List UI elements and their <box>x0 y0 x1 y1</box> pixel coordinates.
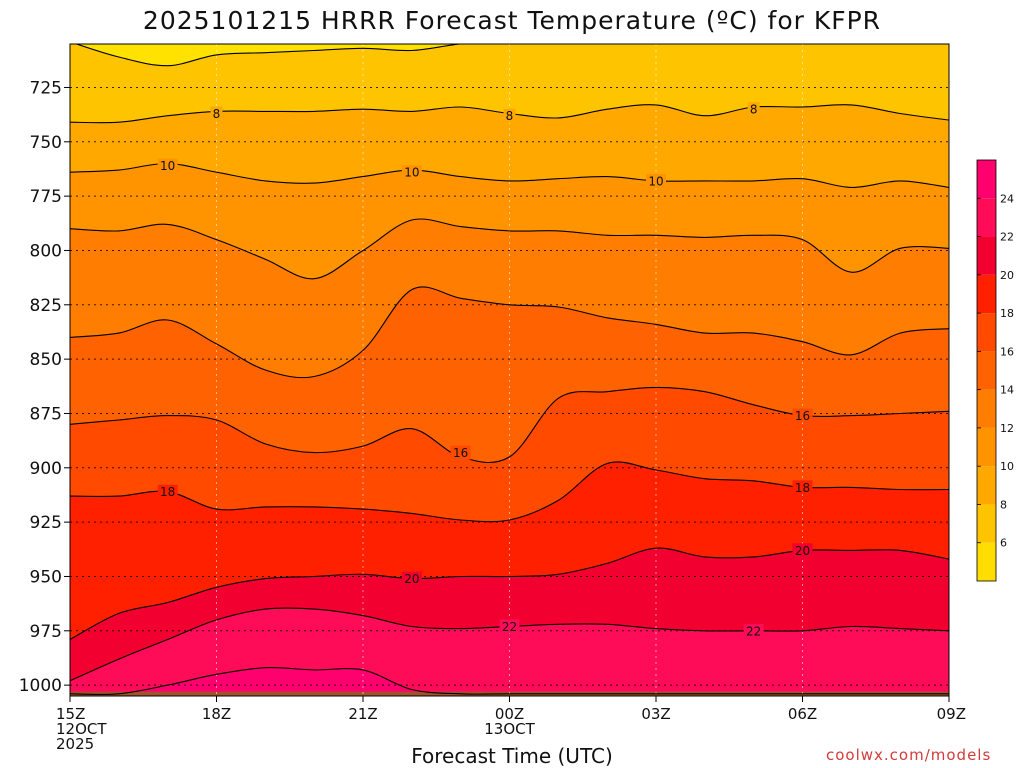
contour-label-bg-0 <box>210 106 223 121</box>
colorbar: 6 8 10 12 14 16 18 20 22 24 <box>976 159 1014 582</box>
contour-label-10: 10 <box>160 159 175 173</box>
colorbar-swatch-10 <box>977 427 996 467</box>
colorbar-label-8: 8 <box>1000 498 1007 511</box>
colorbar-swatch-22 <box>977 198 996 237</box>
axes: 725 750 775 800 825 850 875 900 925 950 975 1000 15Z… <box>19 78 966 753</box>
band-above-24 <box>70 667 949 696</box>
contour-label-bg-2 <box>747 102 760 117</box>
contour-label-20: 20 <box>795 544 810 558</box>
colorbar-swatch-8 <box>977 466 996 505</box>
contour-label-bg-8 <box>157 484 178 499</box>
colorbar-swatch-20 <box>977 236 996 275</box>
colorbar-label-6: 6 <box>1000 537 1007 550</box>
colorbar-label-18: 18 <box>1000 307 1014 320</box>
x-tick-label-18-0: 09Z <box>937 705 966 723</box>
contour-label-16: 16 <box>795 409 810 423</box>
y-tick-label-825: 825 <box>30 296 62 316</box>
x-tick-label-15-0: 06Z <box>788 705 817 723</box>
colorbar-swatch-16 <box>977 313 996 352</box>
contour-label-bg-11 <box>792 543 813 558</box>
contour-label-10: 10 <box>404 166 419 180</box>
y-tick-label-725: 725 <box>30 78 62 98</box>
contour-label-bg-1 <box>503 108 516 123</box>
y-tick-label-875: 875 <box>30 404 62 424</box>
y-tick-label-800: 800 <box>30 241 62 261</box>
contour-label-bg-7 <box>792 408 813 423</box>
contour-label-8: 8 <box>506 109 514 123</box>
isotherm-14 <box>70 286 949 379</box>
x-tick-label-12-0: 03Z <box>641 705 670 723</box>
y-tick-label-1000: 1000 <box>19 676 62 696</box>
colorbar-swatch-14 <box>977 351 996 390</box>
contour-label-bg-10 <box>401 571 422 586</box>
colorbar-label-16: 16 <box>1000 345 1014 358</box>
colorbar-label-24: 24 <box>1000 192 1014 205</box>
x-tick-label-3-0: 18Z <box>202 705 231 723</box>
isotherm-10 <box>70 162 949 188</box>
chart-title: 2025101215 HRRR Forecast Temperature (ºC… <box>142 6 882 35</box>
isotherm-6 <box>74 44 468 67</box>
contour-label-18: 18 <box>795 481 810 495</box>
y-tick-label-950: 950 <box>30 567 62 587</box>
contour-label-bg-5 <box>646 173 666 188</box>
colorbar-swatch-24 <box>977 160 996 199</box>
contour-label-22: 22 <box>746 624 761 638</box>
contour-label-20: 20 <box>404 572 419 586</box>
y-tick-label-975: 975 <box>30 622 62 642</box>
colorbar-label-20: 20 <box>1000 269 1014 282</box>
colorbar-swatch-18 <box>977 274 996 314</box>
contour-label-bg-12 <box>499 619 520 634</box>
contour-label-22: 22 <box>502 620 517 634</box>
colorbar-frame <box>976 159 997 582</box>
contour-label-bg-6 <box>450 445 471 460</box>
y-tick-label-900: 900 <box>30 459 62 479</box>
x-tick-label-0-2: 2025 <box>56 735 94 753</box>
contour-label-18: 18 <box>160 485 175 499</box>
contour-label-bg-4 <box>401 165 422 180</box>
plot-area <box>70 44 949 696</box>
y-tick-label-775: 775 <box>30 187 62 207</box>
x-tick-label-0-1: 12OCT <box>56 720 107 738</box>
contour-label-bg-3 <box>157 158 178 173</box>
contour-labels: 8 8 8 10 10 10 16 16 18 18 20 20 22 22 <box>157 102 813 638</box>
contour-label-8: 8 <box>750 103 758 117</box>
contour-label-10: 10 <box>648 174 663 188</box>
y-tick-label-750: 750 <box>30 133 62 153</box>
colorbar-swatch-12 <box>977 389 996 428</box>
isotherm-24 <box>70 667 949 696</box>
colorbar-swatch-4 <box>977 542 996 581</box>
x-tick-label-9-1: 13OCT <box>484 720 535 738</box>
contour-label-bg-13 <box>743 623 764 638</box>
x-tick-label-6-0: 21Z <box>348 705 377 723</box>
colorbar-swatch-6 <box>977 504 996 543</box>
contour-label-16: 16 <box>453 446 468 460</box>
contour-label-8: 8 <box>213 107 221 121</box>
y-tick-label-850: 850 <box>30 350 62 370</box>
colorbar-label-12: 12 <box>1000 422 1014 435</box>
colorbar-label-22: 22 <box>1000 231 1014 244</box>
x-tick-label-0-0: 15Z <box>56 705 85 723</box>
x-tick-label-9-0: 00Z <box>495 705 524 723</box>
y-tick-label-925: 925 <box>30 513 62 533</box>
contour-label-bg-9 <box>792 480 813 495</box>
isotherm-12 <box>70 218 949 280</box>
colorbar-label-14: 14 <box>1000 384 1014 397</box>
source-credit[interactable]: coolwx.com/models <box>826 746 992 764</box>
x-axis-label: Forecast Time (UTC) <box>411 744 613 768</box>
colorbar-label-10: 10 <box>1000 460 1014 473</box>
